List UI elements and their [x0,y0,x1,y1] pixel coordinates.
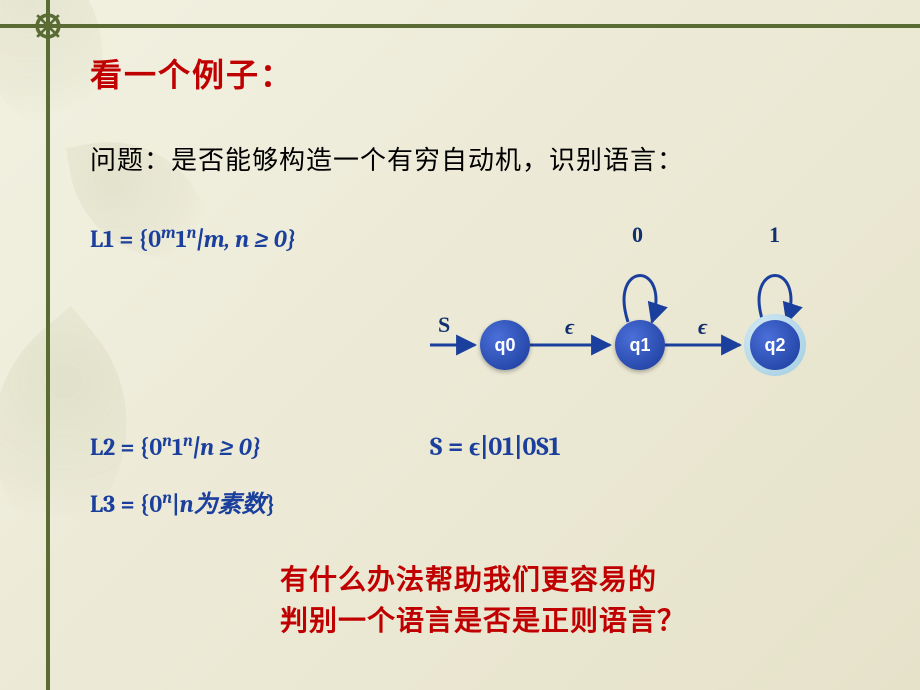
L1-b2: 1 [176,225,187,253]
L3-e1: n [162,489,172,508]
grammar-S: S = ϵ|01|0S1 [430,432,561,462]
fa-node-q1: q1 [615,320,665,370]
fa-eps-2: ϵ [698,314,707,340]
L2-cond: |n ≥ 0} [193,433,261,461]
L3-cn: n为素数 [180,490,266,518]
bottom-question: 有什么办法帮助我们更容易的 判别一个语言是否是正则语言？ [280,560,686,641]
fa-eps-1: ϵ [565,314,574,340]
fa-node-q2: q2 [744,314,806,376]
fa-loop-1: 1 [769,222,780,248]
L1-lhs: L1 = { [90,225,148,253]
L2-e1: n [162,432,172,451]
L2-b2: 1 [172,433,183,461]
fa-node-q0-label: q0 [494,335,515,356]
fa-loop-0: 0 [632,222,643,248]
formula-L1: L1 = {0m1n|m, n ≥ 0} [90,224,296,253]
L3-b1: 0 [149,490,162,518]
slide-content: 看一个例子： 问题：是否能够构造一个有穷自动机，识别语言： L1 = {0m1n… [0,0,920,690]
L3-lhs: L3 = { [90,490,149,518]
formula-L2: L2 = {0n1n|n ≥ 0} [90,432,261,461]
L2-b1: 0 [149,433,162,461]
question-text: 问题：是否能够构造一个有穷自动机，识别语言： [90,140,860,177]
fa-node-q0: q0 [480,320,530,370]
finite-automaton: q0 q1 q2 S ϵ ϵ 0 1 [420,210,840,400]
bottom-line2: 判别一个语言是否是正则语言？ [280,601,686,642]
L2-e2: n [183,432,193,451]
L3-post: } [266,490,275,518]
L1-e1: m [161,224,176,243]
L3-pre: | [172,490,180,518]
L1-b1: 0 [148,225,161,253]
fa-node-q1-label: q1 [629,335,650,356]
L1-cond: |m, n ≥ 0} [196,225,295,253]
formula-L3: L3 = {0n|n为素数} [90,484,275,519]
fa-node-q2-label: q2 [764,335,785,356]
fa-start-label: S [438,312,450,338]
slide-title: 看一个例子： [90,50,860,96]
bottom-line1: 有什么办法帮助我们更容易的 [280,560,686,601]
L1-e2: n [187,224,197,243]
L2-lhs: L2 = { [90,433,149,461]
